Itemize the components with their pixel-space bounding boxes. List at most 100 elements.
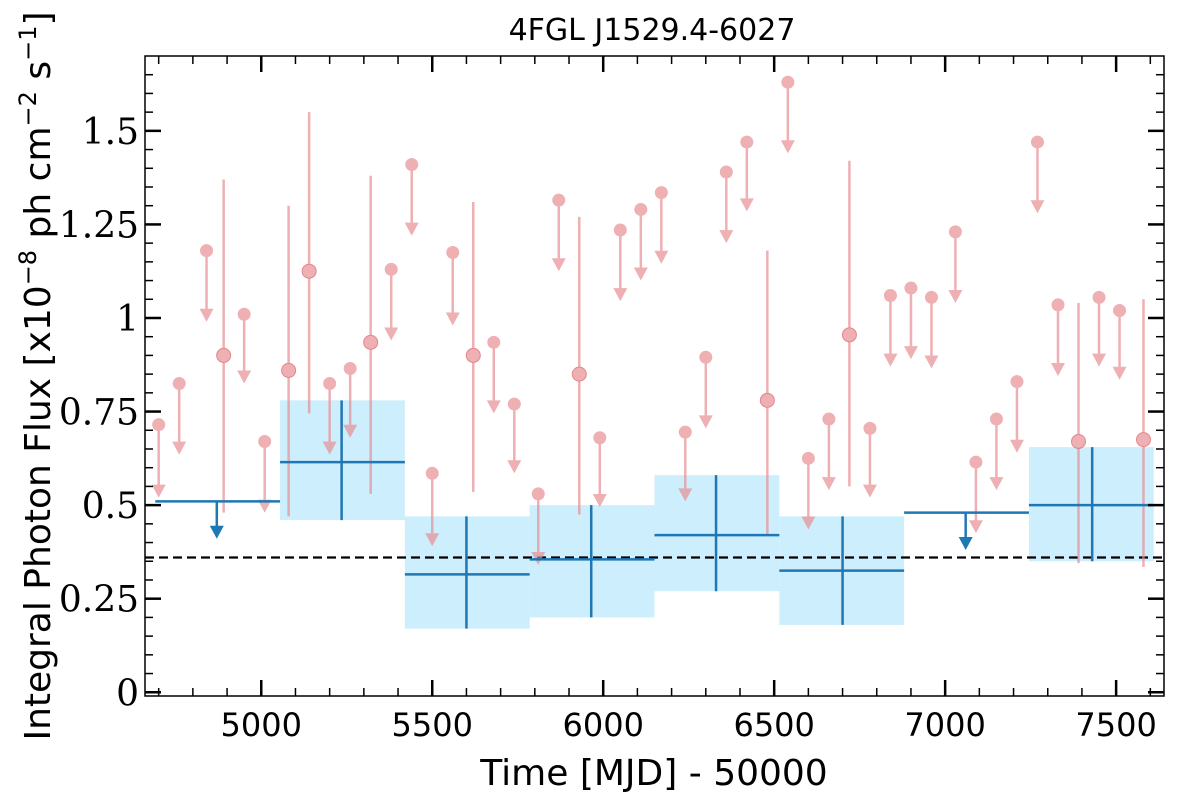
short-bin-point (801, 451, 816, 530)
short-bin-point (989, 412, 1004, 491)
y-tick-label: 0.75 (59, 393, 139, 434)
short-bin-point (613, 223, 628, 302)
short-bin-point (841, 160, 857, 487)
point-marker (446, 245, 460, 259)
short-bin-point (507, 397, 522, 474)
point-marker (969, 455, 983, 469)
upper-limit-arrow (719, 230, 734, 244)
y-tick-label: 1.25 (59, 205, 139, 246)
short-bin-point (592, 431, 607, 507)
point-marker (719, 165, 733, 179)
point-marker (507, 397, 521, 411)
upper-limit-arrow (507, 460, 522, 474)
upper-limit-arrow (948, 290, 963, 304)
point-marker (1010, 375, 1024, 389)
short-bin-point (172, 376, 187, 455)
short-bin-point (698, 350, 713, 429)
short-bin-point (551, 193, 566, 272)
x-tick-label: 5000 (221, 706, 302, 744)
point-marker (487, 335, 501, 349)
upper-limit-arrow (903, 346, 918, 360)
short-bin-point (1112, 304, 1127, 380)
upper-limit-arrow (821, 477, 836, 491)
point-marker (781, 75, 795, 89)
point-marker (801, 451, 815, 465)
point-marker (1051, 298, 1065, 312)
upper-limit-arrow (343, 424, 358, 438)
plot-area (145, 75, 1164, 629)
y-axis-label: Integral Photon Flux [x10−8 ph cm−2 s−1] (14, 11, 59, 740)
short-bin-point (1071, 303, 1087, 564)
short-bin-point (216, 179, 232, 513)
upper-limit-arrow (739, 198, 754, 212)
upper-limit-arrow (425, 533, 440, 547)
short-bin-point (425, 466, 440, 547)
point-marker (425, 466, 439, 480)
x-tick-label: 7000 (904, 706, 985, 744)
short-bin-point (257, 434, 272, 513)
point-marker (904, 281, 918, 295)
short-bin-point (465, 201, 481, 493)
short-bin-point (719, 165, 734, 244)
x-tick-label: 6500 (733, 706, 814, 744)
upper-limit-arrow (654, 250, 669, 264)
upper-limit-arrow (678, 488, 693, 502)
point-marker (948, 225, 962, 239)
upper-limit-arrow (780, 140, 795, 154)
short-bin-point (1030, 135, 1045, 214)
point-marker (258, 434, 272, 448)
point-marker (552, 193, 566, 207)
y-axis-label-exp3: −1 (14, 26, 42, 61)
short-bin-point (821, 412, 836, 491)
point-marker (237, 307, 251, 321)
point-marker (678, 425, 692, 439)
upper-limit-arrow (1009, 439, 1024, 453)
y-tick-label: 1 (116, 299, 139, 340)
x-tick-label: 7500 (1075, 706, 1156, 744)
point-marker (1135, 432, 1151, 448)
short-bin-point (322, 376, 337, 455)
x-tick-label: 6000 (562, 706, 643, 744)
short-bin-point (654, 186, 669, 264)
short-bin-point (903, 281, 918, 360)
y-axis-label-exp1: −8 (14, 250, 42, 285)
short-bin-point (759, 250, 775, 536)
upper-limit-arrow (257, 499, 272, 513)
short-bin-point (404, 158, 419, 236)
y-axis-label-part1: Integral Photon Flux [x10 (18, 285, 59, 740)
plot-frame (144, 55, 1165, 697)
upper-limit-arrow (151, 484, 166, 498)
short-bin-point (1092, 290, 1107, 367)
y-axis-label-exp2: −2 (14, 91, 42, 126)
upper-limit-arrow (883, 353, 898, 367)
short-bin-point (237, 307, 252, 384)
point-marker (822, 412, 836, 426)
point-marker (281, 362, 297, 378)
point-marker (593, 431, 607, 445)
point-marker (699, 350, 713, 364)
upper-limit-arrow (801, 516, 816, 530)
y-tick-label: 0.5 (82, 486, 139, 527)
upper-limit-arrow (1050, 363, 1065, 376)
upper-limit-arrow (1092, 353, 1107, 367)
point-marker (152, 418, 166, 432)
upper-limit-arrow (322, 441, 337, 455)
upper-limit-arrow (404, 222, 419, 236)
point-marker (200, 244, 214, 258)
y-tick-label: 0.25 (59, 580, 139, 621)
upper-limit-arrow (486, 400, 501, 414)
upper-limit-arrow (384, 327, 399, 341)
short-bin-point (924, 290, 939, 369)
short-bin-point (363, 175, 379, 494)
short-bin-point (633, 202, 648, 281)
long-bin-limit-arrow (958, 537, 973, 551)
short-bin-point (445, 245, 460, 326)
short-bin-point (1009, 375, 1024, 453)
short-bin-point (151, 418, 166, 498)
y-axis-label-part4: ] (18, 11, 59, 25)
upper-limit-arrow (592, 493, 607, 507)
upper-limit-arrow (633, 267, 648, 281)
short-bin-point (780, 75, 795, 154)
